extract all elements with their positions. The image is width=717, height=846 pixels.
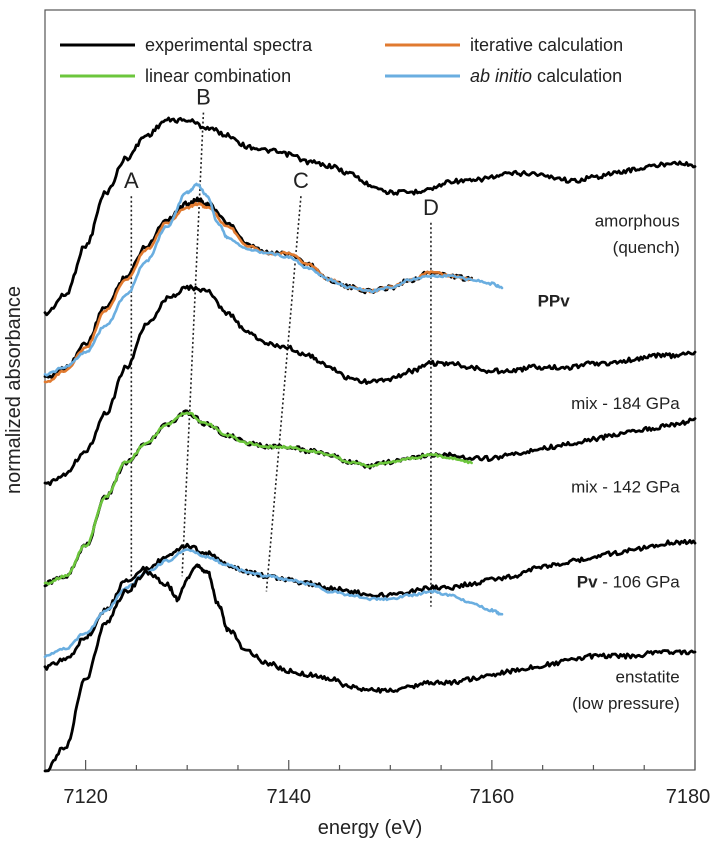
series-ppv-ab-initio-calculation (43, 182, 504, 377)
series-enstatite-low-pressure (43, 563, 697, 773)
curve-label-pv-106-gpa: Pv - 106 GPa (577, 573, 681, 592)
legend-entry-experimental-spectra: experimental spectra (60, 35, 313, 55)
legend-entry-ab-initio-calculation: ab initio calculation (385, 66, 622, 86)
series-mix-184-gpa (43, 284, 697, 487)
peak-marker-layer: A B C D (124, 85, 439, 607)
legend-label: linear combination (145, 66, 291, 86)
peak-label-c: C (293, 168, 309, 193)
series-pv-106-gpa (43, 539, 697, 671)
series-mix-142-gpa (43, 409, 697, 588)
legend-label: experimental spectra (145, 35, 313, 55)
curve-label-low-pressure: (low pressure) (572, 694, 680, 713)
curve-label-enstatite: enstatite (616, 668, 680, 687)
peak-label-b: B (196, 85, 211, 110)
x-tick-label-7160: 7160 (470, 786, 515, 808)
series-linear-combination (43, 411, 473, 586)
peak-line-b (181, 112, 205, 577)
series-layer (43, 116, 697, 773)
x-tick-label-7120: 7120 (63, 786, 108, 808)
curve-label-amorphous: amorphous (595, 212, 680, 231)
x-axis-label: energy (eV) (318, 817, 423, 839)
peak-marker-d: D (423, 195, 439, 607)
curve-label-ppv: PPv (538, 291, 571, 310)
x-tick-label-7180: 7180 (666, 786, 711, 808)
curve-label-mix-142-gpa: mix - 142 GPa (571, 478, 680, 497)
y-axis-label: normalized absorbance (3, 286, 25, 494)
legend-label: ab initio calculation (470, 66, 622, 86)
series-pv-ab-initio-calculation (43, 548, 504, 659)
legend-entry-linear-combination: linear combination (60, 66, 291, 86)
peak-marker-a: A (124, 168, 139, 584)
series-ppv-experimental (43, 196, 473, 380)
curve-label-mix-184-gpa: mix - 184 GPa (571, 394, 680, 413)
legend-label: iterative calculation (470, 35, 623, 55)
curve-label-quench: (quench) (613, 238, 680, 257)
legend-entry-iterative-calculation: iterative calculation (385, 35, 623, 55)
peak-label-d: D (423, 195, 439, 220)
peak-marker-c: C (265, 168, 309, 592)
series-amorphous-quench (43, 116, 697, 317)
peak-marker-b: B (181, 85, 211, 577)
x-axis: 7120 7140 7160 7180 (63, 760, 710, 808)
legend: experimental spectra iterative calculatio… (60, 35, 623, 86)
peak-line-c (265, 196, 302, 592)
plot-frame (44, 9, 696, 771)
peak-label-a: A (124, 168, 139, 193)
x-tick-label-7140: 7140 (267, 786, 312, 808)
curve-label-layer: amorphous (quench) PPv mix - 184 GPa mix - 1… (538, 212, 681, 714)
series-iterative-calculation (43, 201, 473, 384)
